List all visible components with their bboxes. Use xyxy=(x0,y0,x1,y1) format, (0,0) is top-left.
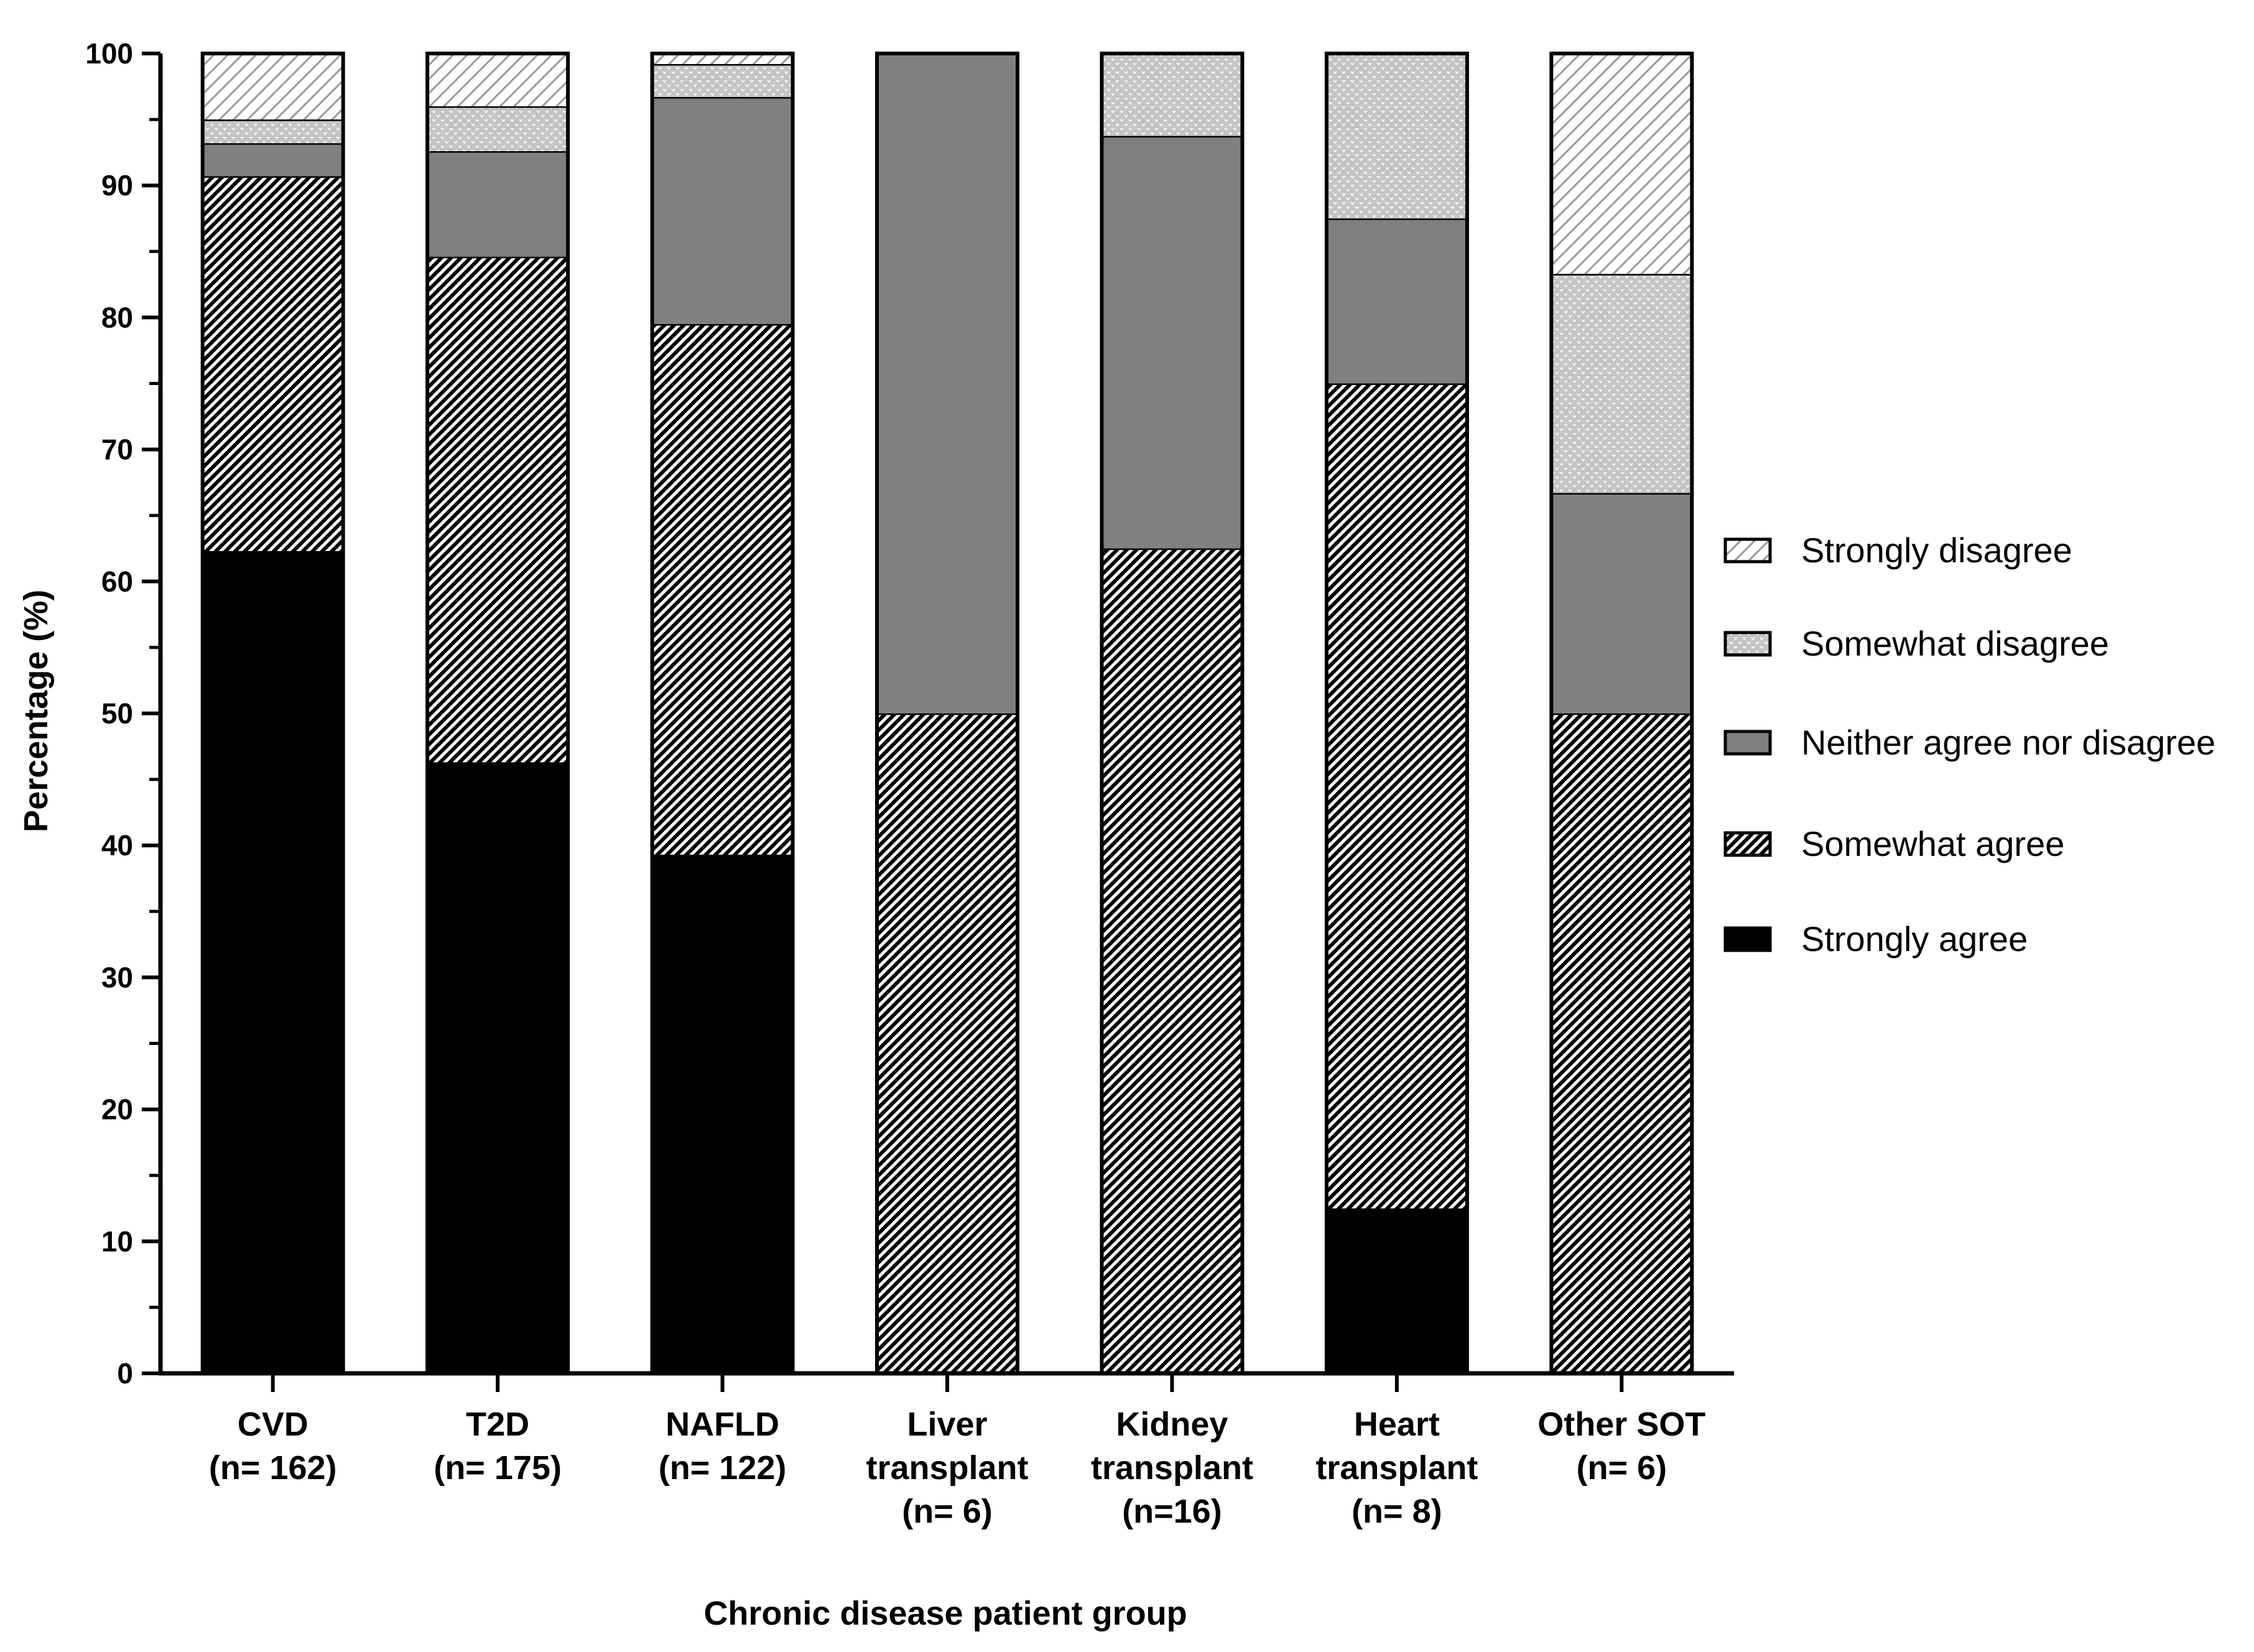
x-category-label-t2d: T2D (n= 175) xyxy=(434,1406,562,1487)
category-label-line: Kidney xyxy=(1116,1406,1228,1443)
segment-somewhat-agree xyxy=(877,713,1018,1373)
legend-item-strongly-disagree: Strongly disagree xyxy=(1723,531,2072,570)
legend-item-somewhat-agree: Somewhat agree xyxy=(1723,824,2064,863)
legend-swatch xyxy=(1723,831,1772,857)
category-label-line: Heart xyxy=(1354,1406,1440,1443)
category-label-line: (n= 162) xyxy=(209,1449,337,1487)
segment-somewhat-disagree xyxy=(1551,274,1692,493)
legend-item-neither-agree-nor-disagree: Neither agree nor disagree xyxy=(1723,723,2215,762)
bar-heart xyxy=(1324,52,1469,1375)
segment-neither-agree-nor-disagree xyxy=(877,53,1018,713)
legend-label: Strongly disagree xyxy=(1801,531,2072,570)
category-label-line: CVD xyxy=(238,1406,308,1443)
x-category-label-kidney: Kidney transplant (n=16) xyxy=(1091,1406,1253,1530)
segment-strongly-disagree xyxy=(427,53,568,106)
category-label-line: Other SOT xyxy=(1537,1406,1705,1443)
segment-somewhat-disagree xyxy=(202,119,343,144)
legend: Strongly disagree Somewhat disagree Neithe… xyxy=(1723,531,2215,958)
segment-somewhat-agree xyxy=(202,176,343,551)
x-category-label-other-sot: Other SOT (n= 6) xyxy=(1537,1406,1705,1487)
x-category-label-nafld: NAFLD (n= 122) xyxy=(659,1406,787,1487)
x-axis-title: Chronic disease patient group xyxy=(703,1595,1187,1632)
segment-neither-agree-nor-disagree xyxy=(427,151,568,257)
segment-neither-agree-nor-disagree xyxy=(652,97,793,325)
bars-layer xyxy=(200,52,1694,1375)
category-label-line: (n= 6) xyxy=(1577,1449,1667,1487)
category-label-line: (n= 8) xyxy=(1352,1493,1442,1530)
category-label-line: transplant xyxy=(1091,1449,1253,1487)
category-label-line: NAFLD xyxy=(666,1406,779,1443)
segment-somewhat-agree xyxy=(1551,713,1692,1373)
legend-swatch xyxy=(1723,730,1772,756)
legend-item-strongly-agree: Strongly agree xyxy=(1723,919,2028,958)
y-axis-title: Percentage (%) xyxy=(17,590,55,832)
segment-strongly-disagree xyxy=(1551,53,1692,274)
y-tick-label: 60 xyxy=(101,565,133,598)
category-label-line: Liver xyxy=(907,1406,987,1443)
segment-somewhat-agree xyxy=(1101,548,1243,1373)
y-tick-label: 20 xyxy=(101,1093,133,1126)
legend-label: Strongly agree xyxy=(1801,919,2028,958)
category-label-line: transplant xyxy=(866,1449,1028,1487)
y-tick-labels: 0 10 20 30 40 50 60 70 80 90 100 xyxy=(85,37,133,1390)
segment-somewhat-disagree xyxy=(652,63,793,98)
bar-nafld xyxy=(650,52,795,1375)
y-tick-label: 40 xyxy=(101,829,133,861)
segment-neither-agree-nor-disagree xyxy=(1551,493,1692,713)
y-tick-label: 80 xyxy=(101,301,133,333)
segment-strongly-agree xyxy=(202,550,343,1373)
legend-label: Neither agree nor disagree xyxy=(1801,723,2215,762)
legend-label: Somewhat agree xyxy=(1801,824,2064,863)
legend-swatch xyxy=(1723,631,1772,657)
legend-swatch xyxy=(1723,926,1772,952)
category-label-line: (n=16) xyxy=(1122,1493,1222,1530)
segment-somewhat-agree xyxy=(1326,383,1467,1209)
segment-strongly-disagree xyxy=(652,53,793,64)
x-category-labels: CVD (n= 162) T2D (n= 175) NAFLD (n= 122) Liver… xyxy=(209,1406,1705,1530)
y-tick-label: 30 xyxy=(101,961,133,993)
category-label-line: (n= 122) xyxy=(659,1449,787,1487)
bar-kidney xyxy=(1100,52,1245,1375)
segment-strongly-disagree xyxy=(202,53,343,120)
bar-other-sot xyxy=(1549,52,1694,1375)
segment-somewhat-disagree xyxy=(1101,53,1243,136)
x-category-label-liver: Liver transplant (n= 6) xyxy=(866,1406,1028,1530)
category-label-line: T2D xyxy=(466,1406,529,1443)
segment-strongly-agree xyxy=(652,855,793,1373)
segment-somewhat-agree xyxy=(652,324,793,855)
y-tick-label: 10 xyxy=(101,1225,133,1258)
legend-label: Somewhat disagree xyxy=(1801,624,2109,663)
segment-neither-agree-nor-disagree xyxy=(202,143,343,177)
x-category-label-cvd: CVD (n= 162) xyxy=(209,1406,337,1487)
legend-item-somewhat-disagree: Somewhat disagree xyxy=(1723,624,2109,663)
y-tick-label: 90 xyxy=(101,169,133,202)
category-label-line: transplant xyxy=(1315,1449,1478,1487)
y-tick-label: 70 xyxy=(101,434,133,466)
segment-somewhat-disagree xyxy=(427,106,568,152)
category-label-line: (n= 175) xyxy=(434,1449,562,1487)
segment-somewhat-agree xyxy=(427,256,568,763)
segment-strongly-agree xyxy=(427,762,568,1373)
category-label-line: (n= 6) xyxy=(902,1493,993,1530)
axes-layer xyxy=(142,52,1734,1392)
bar-t2d xyxy=(425,52,570,1375)
y-tick-label: 50 xyxy=(101,697,133,730)
y-tick-label: 0 xyxy=(117,1357,133,1390)
bar-cvd xyxy=(200,52,345,1375)
bar-liver xyxy=(875,52,1019,1375)
segment-somewhat-disagree xyxy=(1326,53,1467,219)
x-category-label-heart: Heart transplant (n= 8) xyxy=(1315,1406,1478,1530)
segment-strongly-agree xyxy=(1326,1208,1467,1373)
legend-swatch xyxy=(1723,537,1772,564)
segment-neither-agree-nor-disagree xyxy=(1101,136,1243,549)
segment-neither-agree-nor-disagree xyxy=(1326,218,1467,384)
y-tick-label: 100 xyxy=(85,37,133,70)
